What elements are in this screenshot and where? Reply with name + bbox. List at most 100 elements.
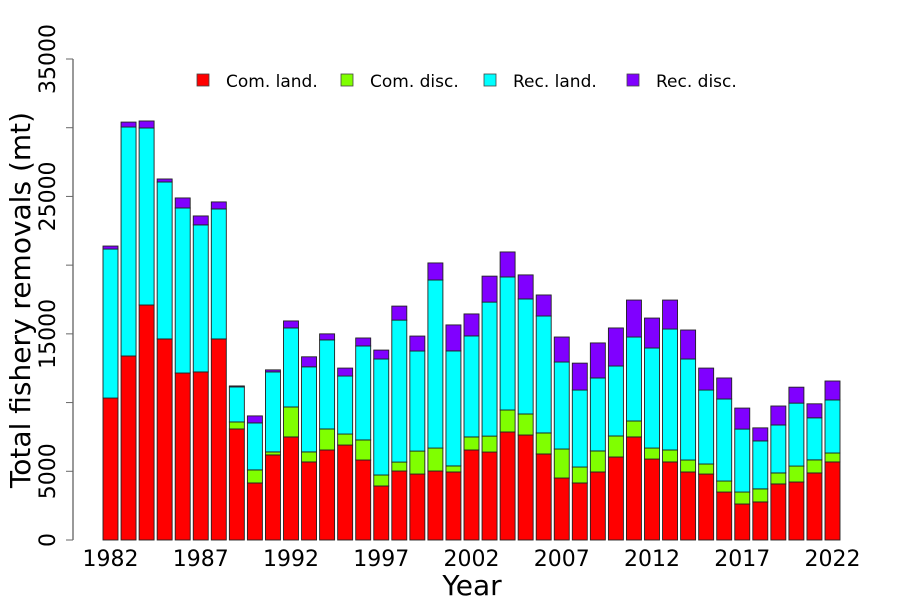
bar-1992-rec-land: [283, 327, 299, 408]
bar-2013-rec-disc: [662, 299, 678, 330]
bar-2004-rec-land: [499, 276, 516, 411]
x-axis: 1982 1987 1992 1997 2002 2007 2012 2017 2022: [83, 547, 861, 572]
bar-2002-com-land: [463, 449, 480, 541]
bar-2005-rec-land: [517, 298, 534, 415]
bar-1992-rec-disc: [283, 320, 299, 329]
bar-2013-rec-land: [662, 328, 678, 451]
bar-2001-com-disc: [445, 465, 462, 473]
bar-2017-com-land: [734, 503, 751, 541]
bar-1989-rec-disc: [228, 385, 245, 388]
bar-2019-rec-land: [770, 424, 787, 474]
legend-swatch: [626, 73, 640, 87]
bar-2015-com-disc: [698, 463, 715, 475]
bar-1998-rec-disc: [391, 305, 408, 321]
bar-1986-rec-land: [174, 207, 191, 374]
bar-1989-com-disc: [228, 421, 245, 430]
bar-2003-rec-disc: [481, 275, 498, 303]
bar-1997-rec-disc: [373, 349, 390, 360]
bar-1991-com-disc: [265, 451, 281, 456]
legend-swatch: [340, 73, 354, 87]
bar-2002-rec-disc: [463, 313, 480, 337]
bar-2019-com-land: [770, 483, 787, 541]
bar-1990-rec-land: [246, 422, 263, 471]
legend: Com. land. Com. disc. Rec. land. Rec. disc.: [196, 72, 737, 92]
bar-2008-rec-disc: [571, 362, 588, 391]
bar-2022-rec-disc: [824, 380, 841, 401]
bar-1984-com-land: [138, 304, 155, 541]
bar-1992-com-disc: [283, 406, 299, 438]
bar-2008-com-disc: [571, 466, 588, 484]
bar-2006-com-land: [535, 453, 552, 541]
bar-2007-rec-land: [553, 361, 570, 450]
bar-1994-com-land: [319, 449, 336, 541]
bar-1995-rec-land: [337, 375, 354, 435]
bar-1996-com-disc: [355, 439, 372, 461]
bar-1995-com-disc: [337, 433, 354, 446]
bar-1985-rec-disc: [156, 178, 173, 183]
y-tick-label: 35000: [36, 24, 61, 94]
y-axis: 0 5000 15000 25000 35000: [36, 24, 74, 547]
bar-1987-rec-disc: [192, 215, 209, 226]
bar-2011-rec-disc: [626, 299, 642, 338]
bar-1991-rec-disc: [265, 369, 281, 373]
bar-1995-com-land: [337, 444, 354, 541]
bar-2018-rec-disc: [752, 427, 769, 442]
legend-label: Com. disc.: [370, 72, 459, 92]
y-axis-title: Total fishery removals (mt): [4, 112, 37, 489]
bar-2001-com-land: [445, 471, 462, 541]
bar-2008-com-land: [571, 482, 588, 541]
bar-2015-rec-land: [698, 389, 715, 465]
legend-label: Com. land.: [226, 72, 318, 92]
x-tick-label: 2007: [534, 547, 590, 572]
bar-2017-rec-disc: [734, 407, 751, 430]
bar-2018-com-disc: [752, 488, 769, 503]
bar-2010-rec-land: [607, 365, 624, 437]
bar-2004-com-land: [499, 431, 516, 541]
y-tick-label: 25000: [36, 161, 61, 231]
bar-2021-com-disc: [806, 459, 823, 474]
bar-1983-com-land: [120, 355, 137, 541]
bar-1994-rec-land: [319, 339, 336, 430]
y-tick-label: 15000: [36, 299, 61, 369]
bar-2016-com-land: [716, 491, 733, 541]
bar-2013-com-land: [662, 461, 678, 541]
bar-2007-rec-disc: [553, 336, 570, 363]
x-tick-label: 2017: [714, 547, 770, 572]
bar-1992-com-land: [283, 436, 299, 541]
bar-1996-rec-disc: [355, 337, 372, 347]
bar-1997-com-disc: [373, 474, 390, 487]
bar-2022-rec-land: [824, 399, 841, 454]
bar-2020-com-land: [788, 481, 805, 541]
bar-2011-com-disc: [626, 420, 642, 438]
x-tick-label: 2022: [805, 547, 861, 572]
bar-2020-rec-land: [788, 402, 805, 467]
bar-1983-rec-disc: [120, 121, 137, 128]
bar-2022-com-disc: [824, 452, 841, 463]
bar-1999-rec-disc: [409, 335, 426, 352]
bar-2001-rec-disc: [445, 324, 462, 352]
bar-2006-com-disc: [535, 432, 552, 455]
bar-2017-rec-land: [734, 428, 751, 493]
bar-1994-com-disc: [319, 428, 336, 451]
bar-2006-rec-disc: [535, 294, 552, 317]
bar-1982-rec-land: [102, 248, 119, 399]
bar-1995-rec-disc: [337, 367, 354, 377]
bar-1990-com-land: [246, 482, 263, 541]
bar-1988-rec-disc: [210, 201, 227, 210]
bar-1982-com-land: [102, 397, 119, 541]
bar-2021-com-land: [806, 472, 823, 541]
bar-2012-com-land: [644, 458, 660, 541]
bar-1997-rec-land: [373, 358, 390, 476]
x-tick-label: 2012: [624, 547, 680, 572]
bar-1997-com-land: [373, 485, 390, 541]
bar-2007-com-land: [553, 477, 570, 541]
bar-1999-com-disc: [409, 450, 426, 475]
x-tick-label: 1987: [173, 547, 229, 572]
y-tick-label: 5000: [36, 443, 61, 499]
bar-2001-rec-land: [445, 350, 462, 467]
bar-1986-rec-disc: [174, 197, 191, 209]
bar-2002-com-disc: [463, 436, 480, 451]
bar-1990-rec-disc: [246, 415, 263, 424]
bar-1985-com-land: [156, 338, 173, 541]
